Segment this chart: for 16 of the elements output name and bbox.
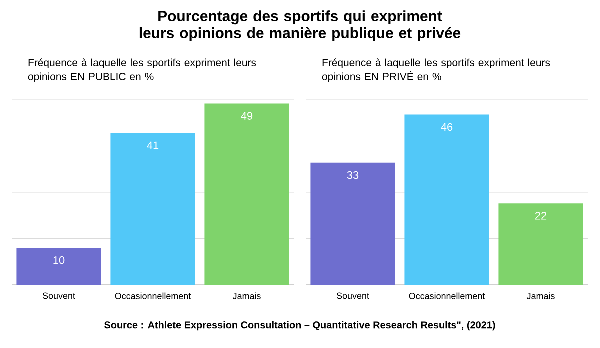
x-tick-label: Jamais xyxy=(232,292,261,300)
x-tick-label: Jamais xyxy=(526,292,555,300)
data-label: 22 xyxy=(535,212,547,220)
data-label: 46 xyxy=(441,123,453,132)
chart-title: Fréquence à laquelle les sportifs expriment leurs opinions EN PUBLIC en % xyxy=(28,58,256,82)
source-note: Source : Athlete Expression Consultation – Quantitative Research Results", (2021) xyxy=(104,321,496,331)
x-tick-label: Souvent xyxy=(336,292,370,300)
chart-title: Fréquence à laquelle les sportifs expriment leurs opinions EN PRIVÉ en % xyxy=(322,58,550,82)
x-tick-label: Occasionnellement xyxy=(409,292,486,300)
text: Pourcentage des sportifs qui expriment leurs opinions de manière publique et privée xyxy=(140,10,461,42)
data-label: 41 xyxy=(147,142,159,150)
data-label: 33 xyxy=(347,171,359,180)
x-tick-label: Souvent xyxy=(42,292,76,300)
data-label: 49 xyxy=(241,112,253,120)
x-tick-label: Occasionnellement xyxy=(115,292,192,300)
data-label: 10 xyxy=(54,256,65,264)
